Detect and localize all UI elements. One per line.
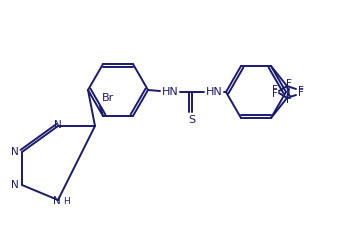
Text: F: F: [286, 79, 292, 89]
Text: F: F: [286, 95, 292, 105]
Text: N: N: [11, 180, 19, 190]
Text: N: N: [54, 120, 62, 130]
Text: F: F: [272, 85, 278, 95]
Text: Br: Br: [102, 93, 114, 103]
Text: F: F: [272, 89, 278, 99]
Text: H: H: [62, 197, 69, 207]
Text: N: N: [11, 147, 19, 157]
Text: S: S: [188, 115, 196, 125]
Text: F: F: [298, 86, 304, 96]
Text: HN: HN: [206, 87, 222, 97]
Text: HN: HN: [162, 87, 178, 97]
Text: N: N: [53, 196, 61, 206]
Text: F: F: [298, 88, 304, 98]
